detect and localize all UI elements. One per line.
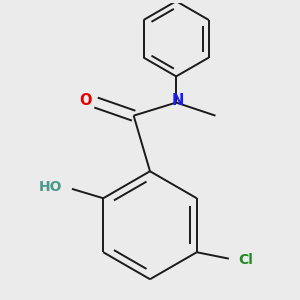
Text: O: O	[79, 93, 92, 108]
Text: Cl: Cl	[238, 253, 253, 267]
Text: N: N	[172, 93, 184, 108]
Text: HO: HO	[39, 180, 62, 194]
